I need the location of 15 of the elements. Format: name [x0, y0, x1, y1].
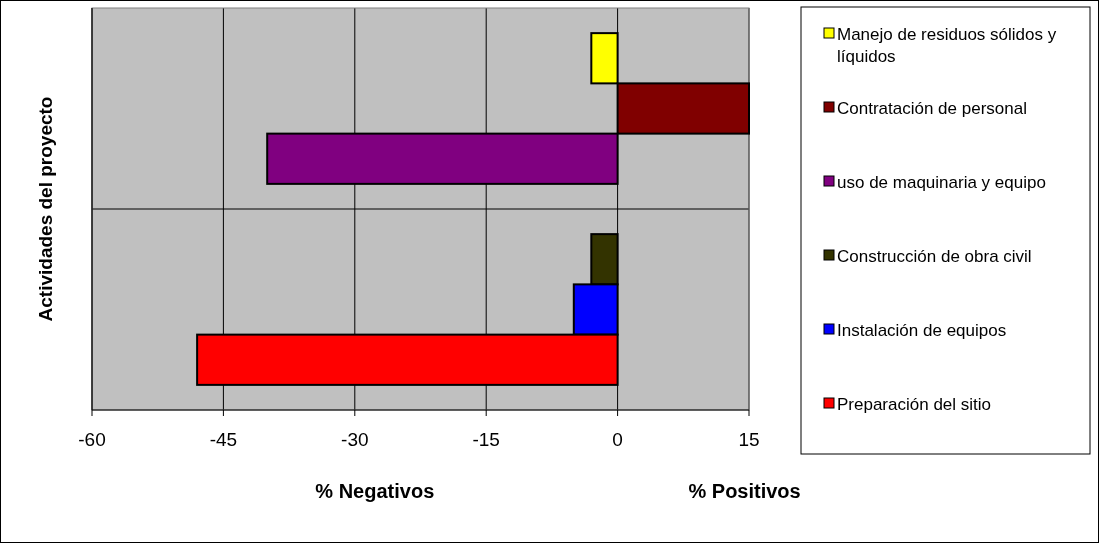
x-axis-title: % Negativos [315, 480, 435, 502]
legend-label: Construcción de obra civil [837, 247, 1032, 266]
x-tick-label: -45 [209, 429, 238, 450]
legend-label: Manejo de residuos sólidos y líquidos [837, 25, 1057, 66]
x-tick-label: -60 [78, 429, 106, 450]
legend-label: Contratación de personal [837, 99, 1027, 118]
x-tick-label: 0 [612, 429, 623, 450]
x-tick-label: -15 [472, 429, 500, 450]
x-tick-label: -30 [341, 429, 369, 450]
x-tick-label: 15 [738, 429, 760, 450]
legend-label: uso de maquinaria y equipo [837, 173, 1046, 192]
text: % Positivos [688, 480, 801, 502]
y-axis-title: Actividades del proyecto [35, 96, 56, 322]
legend-label: Preparación del sitio [837, 395, 992, 414]
legend-label: Instalación de equipos [837, 321, 1007, 340]
